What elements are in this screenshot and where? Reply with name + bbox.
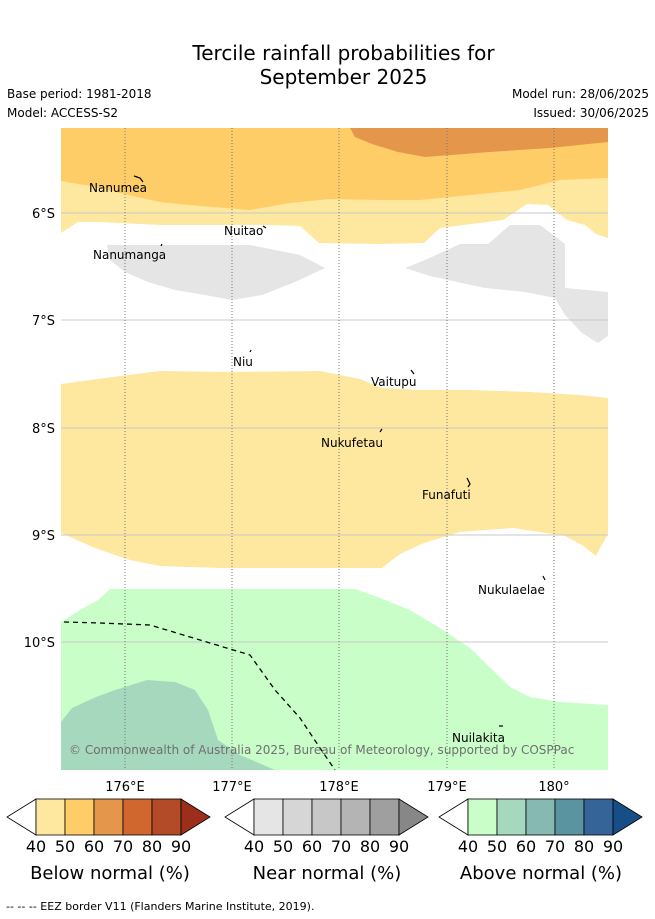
lon-label-177e: 177°E xyxy=(212,780,252,795)
eez-footer-note: -- -- -- EEZ border V11 (Flanders Marine… xyxy=(6,900,315,913)
colorbar-2-cell-3 xyxy=(554,798,585,836)
model-name: Model: ACCESS-S2 xyxy=(7,106,119,120)
forecast-map: 6°S 7°S 8°S 9°S 10°S 176°E 177°E 178°E 1… xyxy=(24,128,608,795)
place-funafuti: Funafuti xyxy=(422,488,471,502)
lat-label-6s: 6°S xyxy=(32,207,55,222)
colorbar-1-cell-2 xyxy=(311,798,342,836)
colorbar-2-high-extension xyxy=(612,798,643,836)
colorbar-0-tick-4: 80 xyxy=(142,837,162,855)
lat-label-7s: 7°S xyxy=(32,314,55,329)
colorbar-2-tick-3: 70 xyxy=(545,837,565,855)
colorbar-1-cell-0 xyxy=(253,798,284,836)
near-normal-40-east xyxy=(405,225,608,343)
place-vaitupu: Vaitupu xyxy=(371,375,417,389)
colorbar-1-high-extension xyxy=(398,798,429,836)
lat-label-8s: 8°S xyxy=(32,422,55,437)
lon-gridlines xyxy=(124,128,555,770)
colorbar-0-tick-5: 90 xyxy=(171,837,191,855)
place-nuilakita: Nuilakita xyxy=(452,731,505,745)
lat-gridlines xyxy=(61,212,608,643)
place-niu: Niu xyxy=(233,355,253,369)
issued-date: Issued: 30/06/2025 xyxy=(533,106,649,120)
colorbar-1-tick-1: 50 xyxy=(273,837,293,855)
base-period: Base period: 1981-2018 xyxy=(7,87,152,101)
colorbar-0-tick-2: 60 xyxy=(84,837,104,855)
colorbar-0-cell-3 xyxy=(122,798,153,836)
colorbar-2-cell-2 xyxy=(525,798,556,836)
lon-label-178e: 178°E xyxy=(319,780,359,795)
below-normal-label: Below normal (%) xyxy=(30,863,190,884)
place-nuitao: Nuitao xyxy=(224,224,263,238)
colorbar-1-cell-1 xyxy=(282,798,313,836)
colorbar-2-low-extension xyxy=(438,798,469,836)
colorbar-2-cell-0 xyxy=(467,798,498,836)
colorbar-0-cell-2 xyxy=(93,798,124,836)
near-normal-40-west xyxy=(107,245,325,300)
title-line-1: Tercile rainfall probabilities for xyxy=(192,41,495,65)
place-nukulaelae: Nukulaelae xyxy=(478,583,545,597)
colorbar-2-cell-1 xyxy=(496,798,527,836)
copyright-text: © Commonwealth of Australia 2025, Bureau… xyxy=(69,743,574,757)
place-nukufetau: Nukufetau xyxy=(321,436,383,450)
colorbar-1-tick-4: 80 xyxy=(360,837,380,855)
colorbar-0-low-extension xyxy=(6,798,37,836)
title-line-2: September 2025 xyxy=(259,65,428,89)
above-normal-50-south xyxy=(61,680,275,770)
colorbar-0-tick-1: 50 xyxy=(55,837,75,855)
colorbar-0-tick-3: 70 xyxy=(113,837,133,855)
colorbar-0-cell-0 xyxy=(35,798,66,836)
colorbar-2-tick-2: 60 xyxy=(516,837,536,855)
lon-label-179e: 179°E xyxy=(427,780,467,795)
colorbar-1-tick-2: 60 xyxy=(302,837,322,855)
near-normal-label: Near normal (%) xyxy=(252,863,402,884)
below-normal-40-central xyxy=(61,371,608,568)
place-nanumanga: Nanumanga xyxy=(93,248,166,262)
colorbar-0-cell-1 xyxy=(64,798,95,836)
colorbar-1-cell-3 xyxy=(340,798,371,836)
lat-label-10s: 10°S xyxy=(24,636,55,651)
colorbar-2-tick-5: 90 xyxy=(603,837,623,855)
colorbar-1-cell-4 xyxy=(369,798,400,836)
lat-label-9s: 9°S xyxy=(32,529,55,544)
colorbar-1-low-extension xyxy=(224,798,255,836)
colorbar-0-tick-0: 40 xyxy=(26,837,46,855)
above-normal-label: Above normal (%) xyxy=(459,863,623,884)
lon-label-176e: 176°E xyxy=(105,780,145,795)
below-normal-60-north xyxy=(350,128,608,157)
colorbar-legends: 40 50 60 70 80 90 40 50 60 70 80 90 40 50 60 70 80 90 xyxy=(6,798,643,855)
island-marks xyxy=(133,175,546,727)
eez-border-line xyxy=(63,621,336,771)
colorbar-0-high-extension xyxy=(180,798,211,836)
colorbar-2-tick-4: 80 xyxy=(574,837,594,855)
colorbar-1-tick-3: 70 xyxy=(331,837,351,855)
model-run: Model run: 28/06/2025 xyxy=(511,87,649,101)
colorbar-2-tick-1: 50 xyxy=(487,837,507,855)
colorbar-2-cell-4 xyxy=(583,798,614,836)
place-nanumea: Nanumea xyxy=(89,181,147,195)
colorbar-0-cell-4 xyxy=(151,798,182,836)
colorbar-1-tick-0: 40 xyxy=(244,837,264,855)
colorbar-1-tick-5: 90 xyxy=(389,837,409,855)
colorbar-2-tick-0: 40 xyxy=(458,837,478,855)
lon-label-180: 180° xyxy=(538,780,569,795)
